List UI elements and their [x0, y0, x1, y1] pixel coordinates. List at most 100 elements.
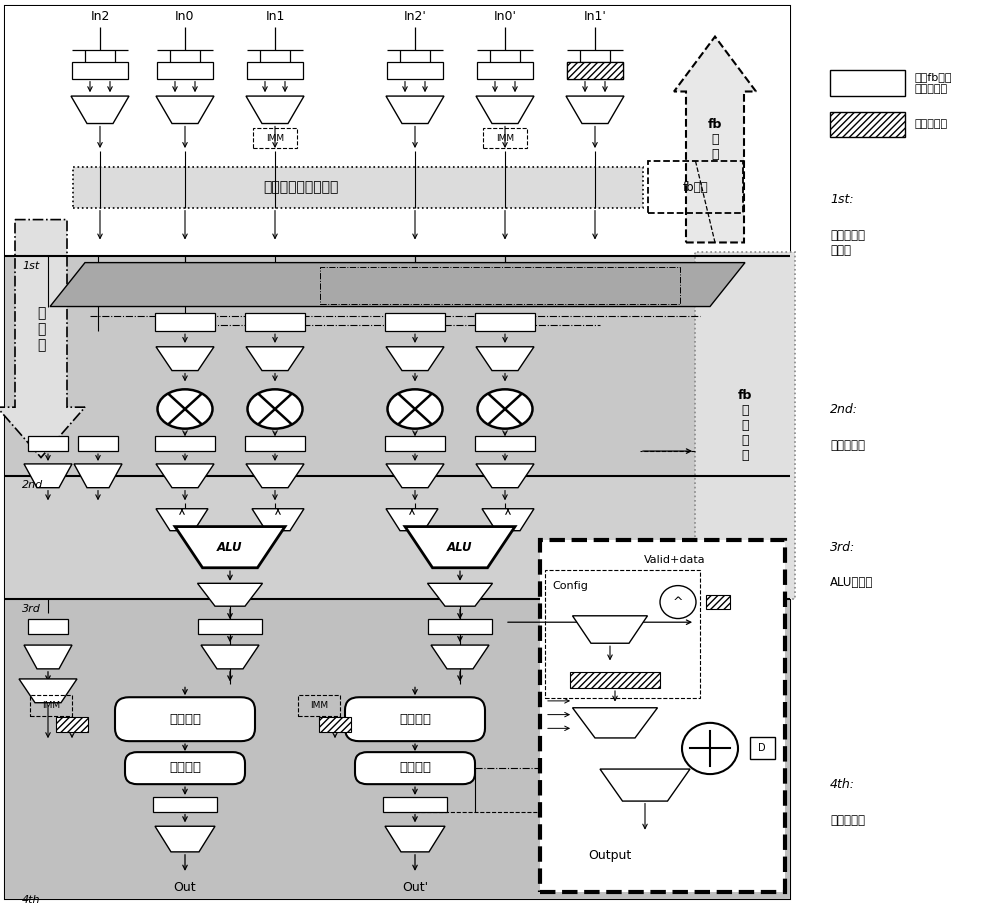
Bar: [153, 797, 217, 812]
Bar: [383, 797, 447, 812]
Circle shape: [660, 586, 696, 619]
Bar: [155, 313, 215, 331]
Text: ^: ^: [673, 596, 683, 608]
Text: 3rd: 3rd: [22, 604, 41, 614]
Text: 2nd: 2nd: [22, 480, 43, 490]
Bar: [477, 62, 533, 79]
Text: Out: Out: [174, 881, 196, 894]
Text: In2: In2: [90, 10, 110, 23]
Text: 累加单元: 累加单元: [169, 713, 201, 726]
Bar: [385, 436, 445, 451]
Text: 输入寄存器
流水级: 输入寄存器 流水级: [830, 229, 865, 257]
Bar: [245, 313, 305, 331]
Bar: [253, 128, 297, 148]
Bar: [157, 62, 213, 79]
Bar: [5, 599, 790, 899]
Text: In1: In1: [265, 10, 285, 23]
Polygon shape: [482, 509, 534, 531]
Bar: [475, 436, 535, 451]
Polygon shape: [155, 826, 215, 852]
Text: Config: Config: [552, 581, 588, 590]
Polygon shape: [71, 96, 129, 124]
Polygon shape: [50, 263, 745, 307]
Bar: [567, 62, 623, 79]
Polygon shape: [674, 37, 756, 242]
Text: IMM: IMM: [266, 134, 284, 143]
Bar: [28, 436, 68, 451]
Polygon shape: [246, 347, 304, 371]
Polygon shape: [476, 464, 534, 488]
Polygon shape: [24, 645, 72, 669]
Polygon shape: [386, 509, 438, 531]
Polygon shape: [566, 96, 624, 124]
Bar: [320, 267, 680, 304]
Polygon shape: [600, 769, 690, 802]
Bar: [30, 695, 72, 716]
Bar: [72, 62, 128, 79]
Polygon shape: [385, 826, 445, 852]
Text: IMM: IMM: [310, 701, 328, 710]
Text: D: D: [758, 744, 766, 753]
FancyBboxPatch shape: [345, 697, 485, 741]
Polygon shape: [156, 509, 208, 531]
Bar: [73, 167, 643, 208]
Text: 累加流水级: 累加流水级: [830, 814, 865, 827]
Polygon shape: [74, 464, 122, 488]
Polygon shape: [156, 96, 214, 124]
Polygon shape: [0, 220, 85, 458]
Polygon shape: [156, 347, 214, 371]
Text: ALU: ALU: [217, 541, 243, 554]
Text: In0: In0: [175, 10, 195, 23]
Polygon shape: [572, 708, 658, 737]
Polygon shape: [252, 509, 304, 531]
Polygon shape: [175, 526, 285, 567]
Bar: [78, 436, 118, 451]
Bar: [483, 128, 527, 148]
Bar: [540, 540, 785, 892]
Text: IMM: IMM: [42, 701, 60, 710]
Bar: [5, 6, 790, 899]
Bar: [830, 112, 905, 137]
Polygon shape: [386, 464, 444, 488]
Ellipse shape: [388, 390, 442, 428]
FancyBboxPatch shape: [355, 752, 475, 784]
Polygon shape: [476, 347, 534, 371]
Text: Valid+data: Valid+data: [644, 555, 706, 565]
Text: In1': In1': [584, 10, 606, 23]
Polygon shape: [476, 96, 534, 124]
Text: 1st:: 1st:: [830, 193, 854, 206]
Text: 累加单元: 累加单元: [399, 713, 431, 726]
Polygon shape: [24, 464, 72, 488]
Text: In0': In0': [494, 10, 516, 23]
Bar: [750, 737, 775, 759]
Bar: [298, 695, 340, 716]
Polygon shape: [573, 616, 648, 643]
Text: 移位单元: 移位单元: [169, 761, 201, 774]
Text: fb
控
制
单
元: fb 控 制 单 元: [738, 389, 752, 462]
Bar: [56, 717, 88, 732]
Bar: [385, 313, 445, 331]
Text: 2nd:: 2nd:: [830, 404, 858, 416]
Bar: [5, 476, 790, 599]
Polygon shape: [431, 645, 489, 669]
Text: In2': In2': [404, 10, 426, 23]
Bar: [706, 595, 730, 609]
Text: 4th: 4th: [22, 895, 40, 905]
Polygon shape: [386, 96, 444, 124]
Bar: [245, 436, 305, 451]
Text: ALU流水级: ALU流水级: [830, 576, 873, 589]
Text: 4th:: 4th:: [830, 779, 855, 791]
Polygon shape: [246, 464, 304, 488]
Ellipse shape: [248, 390, 302, 428]
Text: Out': Out': [402, 881, 428, 894]
Bar: [247, 62, 303, 79]
Bar: [319, 717, 351, 732]
FancyBboxPatch shape: [115, 697, 255, 741]
Text: 移位单元: 移位单元: [399, 761, 431, 774]
Polygon shape: [428, 584, 493, 607]
Circle shape: [682, 723, 738, 774]
Bar: [28, 619, 68, 634]
Text: 3rd:: 3rd:: [830, 541, 855, 554]
Ellipse shape: [478, 390, 532, 428]
Polygon shape: [19, 679, 77, 703]
